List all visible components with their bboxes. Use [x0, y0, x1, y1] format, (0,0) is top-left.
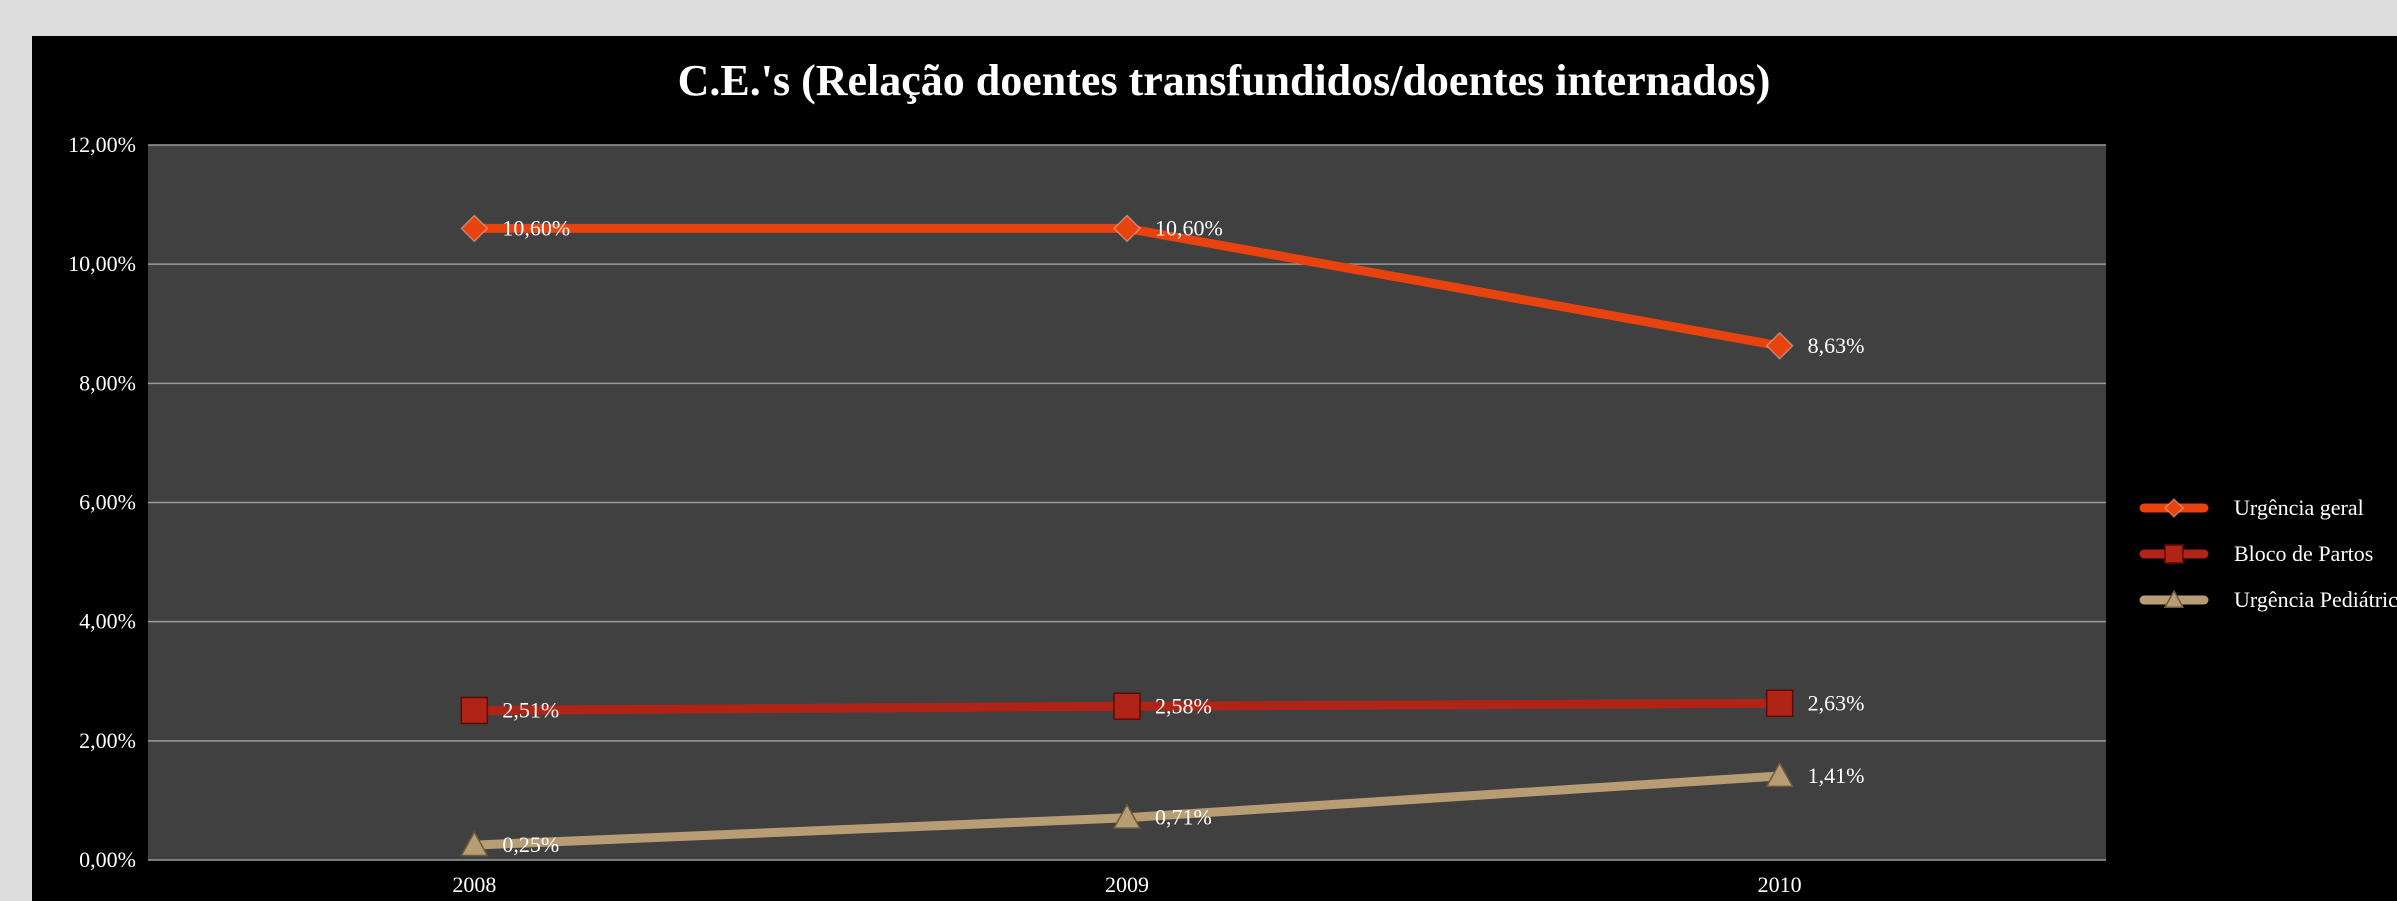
line-chart: C.E.'s (Relação doentes transfundidos/do…: [68, 56, 2397, 897]
x-axis-ticks: 2008 2009 2010: [452, 872, 1801, 897]
legend-marker: [2164, 544, 2184, 564]
x-tick-label: 2008: [452, 872, 496, 897]
data-label-bloco-de-partos: 2,58%: [1155, 693, 1212, 718]
y-tick-label: 6,00%: [79, 490, 136, 515]
legend-label: Urgência Pediátrica: [2234, 587, 2397, 612]
data-point-bloco-de-partos: [460, 696, 489, 725]
data-label-urgencia-pediatrica: 0,71%: [1155, 805, 1212, 830]
y-tick-label: 10,00%: [68, 251, 136, 276]
data-label-urgencia-pediatrica: 1,41%: [1808, 763, 1865, 788]
data-label-bloco-de-partos: 2,63%: [1808, 690, 1865, 715]
legend-item-urgencia-geral: Urgência geral: [2139, 495, 2364, 520]
x-tick-label: 2009: [1105, 872, 1149, 897]
data-point-bloco-de-partos: [1765, 689, 1794, 718]
data-point-urgencia-geral: [1765, 331, 1794, 360]
data-point-bloco-de-partos: [1113, 692, 1141, 721]
legend-label: Bloco de Partos: [2234, 541, 2373, 566]
legend-item-bloco-de-partos: Bloco de Partos: [2139, 541, 2373, 566]
chart-frame: C.E.'s (Relação doentes transfundidos/do…: [32, 36, 2397, 901]
y-tick-label: 2,00%: [79, 728, 136, 753]
data-point-urgencia-pediatrica: [1765, 761, 1794, 788]
y-tick-label: 4,00%: [79, 609, 136, 634]
legend-item-urgencia-pediatrica: Urgência Pediátrica: [2139, 587, 2397, 612]
data-point-urgencia-pediatrica: [1112, 803, 1142, 829]
data-label-urgencia-geral: 10,60%: [502, 215, 570, 240]
series-markers: [460, 214, 1794, 857]
data-label-urgencia-geral: 8,63%: [1808, 333, 1865, 358]
y-tick-label: 8,00%: [79, 370, 136, 395]
data-point-urgencia-geral: [460, 214, 489, 243]
data-point-urgencia-pediatrica: [460, 830, 489, 857]
y-tick-label: 12,00%: [68, 132, 136, 157]
data-point-urgencia-geral: [1112, 214, 1142, 243]
legend-marker: [2163, 497, 2185, 519]
x-tick-label: 2010: [1758, 872, 1802, 897]
y-tick-label: 0,00%: [79, 847, 136, 872]
data-labels: 10,60% 10,60% 8,63% 2,51% 2,58% 2,63% 0,25% 0,7…: [502, 215, 1864, 857]
legend: Urgência geral Bloco de Partos Urgência Pe…: [2139, 495, 2397, 612]
gridlines: [148, 144, 2106, 861]
chart-title: C.E.'s (Relação doentes transfundidos/do…: [678, 56, 1771, 105]
legend-marker: [2163, 589, 2185, 608]
y-axis-ticks: 0,00% 2,00% 4,00% 6,00% 8,00% 10,00% 12,00%: [68, 132, 136, 872]
data-label-urgencia-geral: 10,60%: [1155, 215, 1223, 240]
legend-label: Urgência geral: [2234, 495, 2364, 520]
data-label-urgencia-pediatrica: 0,25%: [502, 832, 559, 857]
data-label-bloco-de-partos: 2,51%: [502, 697, 559, 722]
